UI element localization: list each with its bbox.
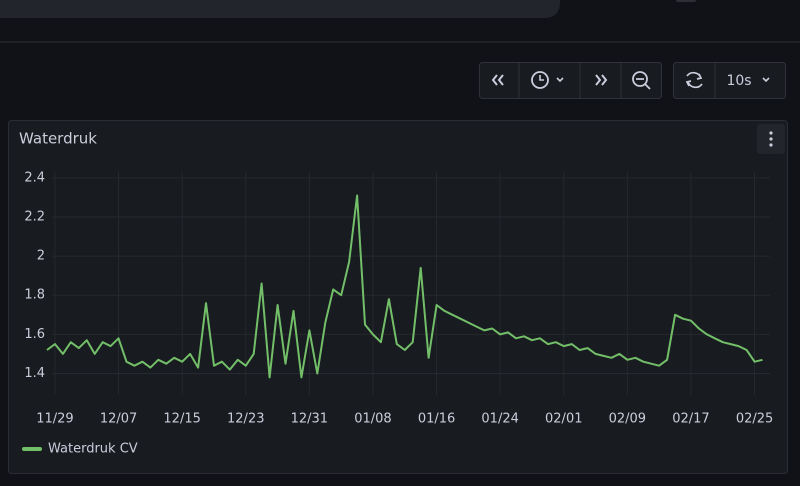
x-tick-label: 02/17: [672, 412, 709, 427]
plot: 1.4 1.6 1.8 2 2.2 2.4 11/29 12/07 12/15 12/23 12/3…: [22, 170, 773, 457]
time-group: [479, 62, 662, 99]
menu-dots: [769, 131, 773, 147]
x-tick-label: 12/15: [163, 412, 200, 427]
zoom-out[interactable]: [632, 71, 651, 90]
x-tick-label: 12/31: [291, 412, 328, 427]
refresh-group: [673, 62, 786, 99]
y-tick-label: 1.4: [24, 366, 45, 381]
shift-back[interactable]: [491, 74, 504, 86]
time-controls: 10s: [479, 62, 786, 99]
x-tick-label: 02/25: [736, 412, 773, 427]
legend-label: Waterdruk CV: [48, 442, 138, 457]
y-tick-label: 2: [37, 249, 45, 264]
series-line: [46, 194, 763, 379]
y-tick-label: 1.6: [24, 327, 45, 342]
top-icon: [676, 0, 696, 2]
x-tick-label: 12/07: [100, 412, 137, 427]
x-tick-label: 01/08: [354, 412, 391, 427]
refresh-button[interactable]: [685, 71, 703, 89]
x-tick-label: 02/09: [609, 412, 646, 427]
x-tick-label: 11/29: [36, 412, 73, 427]
x-tick-label: 01/24: [481, 412, 518, 427]
time-picker[interactable]: [531, 71, 564, 89]
shift-forward[interactable]: [595, 74, 608, 86]
x-tick-label: 12/23: [227, 412, 264, 427]
refresh-interval[interactable]: 10s: [726, 73, 751, 89]
y-tick-label: 2.2: [24, 209, 45, 224]
x-tick-label: 01/16: [418, 412, 455, 427]
panel-title: Waterdruk: [19, 130, 97, 148]
panel: [8, 120, 788, 474]
y-tick-label: 2.4: [24, 170, 45, 185]
y-tick-label: 1.8: [24, 288, 45, 303]
x-tick-label: 02/01: [545, 412, 582, 427]
chevron: [762, 77, 770, 83]
top-bar: [0, 0, 560, 18]
